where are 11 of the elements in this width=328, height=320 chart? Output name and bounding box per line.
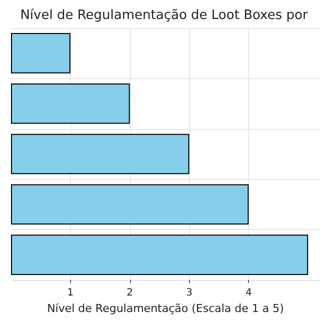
chart-title: Nível de Regulamentação de Loot Boxes por bbox=[20, 8, 308, 23]
x-tick-label: 4 bbox=[246, 288, 252, 298]
x-axis-title: Nível de Regulamentação (Escala de 1 a 5) bbox=[47, 302, 284, 315]
bar bbox=[11, 83, 130, 124]
x-tick-label: 1 bbox=[67, 288, 74, 298]
bar bbox=[11, 134, 190, 174]
x-tick-label: 3 bbox=[186, 288, 192, 298]
bar bbox=[11, 184, 249, 225]
bar bbox=[11, 33, 70, 74]
bar bbox=[11, 234, 308, 275]
x-tick-label: 2 bbox=[126, 288, 134, 298]
